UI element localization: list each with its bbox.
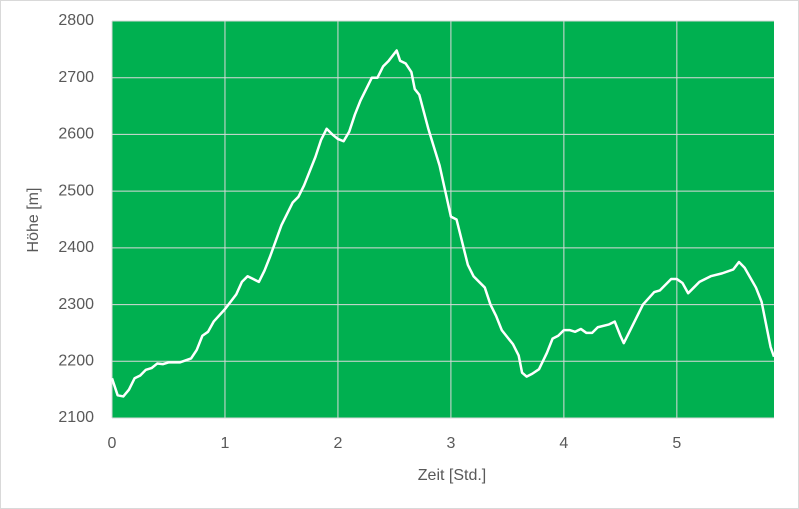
y-tick-label: 2500 bbox=[58, 182, 94, 199]
y-tick-label: 2800 bbox=[58, 12, 94, 29]
x-tick-label: 3 bbox=[446, 435, 455, 452]
y-axis-label: Höhe [m] bbox=[25, 188, 42, 253]
y-tick-label: 2600 bbox=[58, 126, 94, 143]
x-tick-label: 2 bbox=[333, 435, 342, 452]
x-axis-label: Zeit [Std.] bbox=[418, 467, 486, 484]
y-tick-label: 2300 bbox=[58, 296, 94, 313]
plot-area bbox=[112, 21, 774, 418]
y-tick-label: 2100 bbox=[58, 409, 94, 426]
line bbox=[110, 49, 776, 398]
x-tick-label: 1 bbox=[221, 435, 230, 452]
x-tick-label: 0 bbox=[108, 435, 117, 452]
y-tick-label: 2200 bbox=[58, 353, 94, 370]
x-tick-label: 5 bbox=[672, 435, 681, 452]
y-tick-label: 2700 bbox=[58, 69, 94, 86]
y-tick-label: 2400 bbox=[58, 239, 94, 256]
x-tick-label: 4 bbox=[559, 435, 568, 452]
